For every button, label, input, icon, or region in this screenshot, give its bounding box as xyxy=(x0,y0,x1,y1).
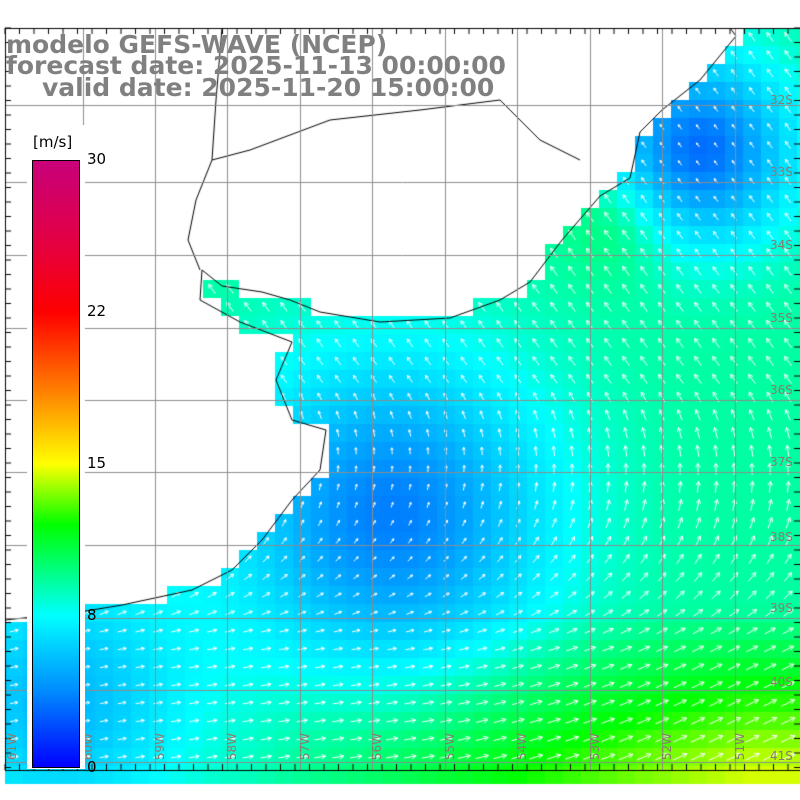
lat-label: 36S xyxy=(770,383,793,397)
lat-label: 34S xyxy=(770,238,793,252)
colorbar-label: 15 xyxy=(87,454,107,472)
lon-label: 56W xyxy=(370,733,384,761)
colorbar-label: 22 xyxy=(87,302,107,320)
lon-label: 58W xyxy=(225,733,239,761)
title-forecast-date: forecast date: 2025-11-13 00:00:00 xyxy=(6,51,506,80)
lat-label: 40S xyxy=(770,675,793,689)
colorbar-unit: [m/s] xyxy=(33,133,73,151)
colorbar-label: 0 xyxy=(87,758,97,776)
lon-label: 54W xyxy=(515,733,529,761)
colorbar xyxy=(32,160,80,768)
lon-label: 57W xyxy=(298,733,312,761)
lat-label: 38S xyxy=(770,530,793,544)
lat-label: 39S xyxy=(770,601,793,615)
colorbar-label: 30 xyxy=(87,150,107,168)
lon-label: 55W xyxy=(443,733,457,761)
colorbar-label: 8 xyxy=(87,606,97,624)
lon-label: 53W xyxy=(588,733,602,761)
lon-label: 52W xyxy=(660,733,674,761)
lon-label: 61W xyxy=(5,733,19,761)
lat-label: 33S xyxy=(770,165,793,179)
lat-label: 35S xyxy=(770,311,793,325)
title-model: modelo GEFS-WAVE (NCEP) xyxy=(6,30,388,59)
lat-label: 32S xyxy=(770,93,793,107)
lon-label: 59W xyxy=(153,733,167,761)
title-valid-date: valid date: 2025-11-20 15:00:00 xyxy=(42,73,495,102)
lon-label: 51W xyxy=(733,733,747,761)
lat-label: 37S xyxy=(770,455,793,469)
lat-label: 41S xyxy=(770,749,793,763)
